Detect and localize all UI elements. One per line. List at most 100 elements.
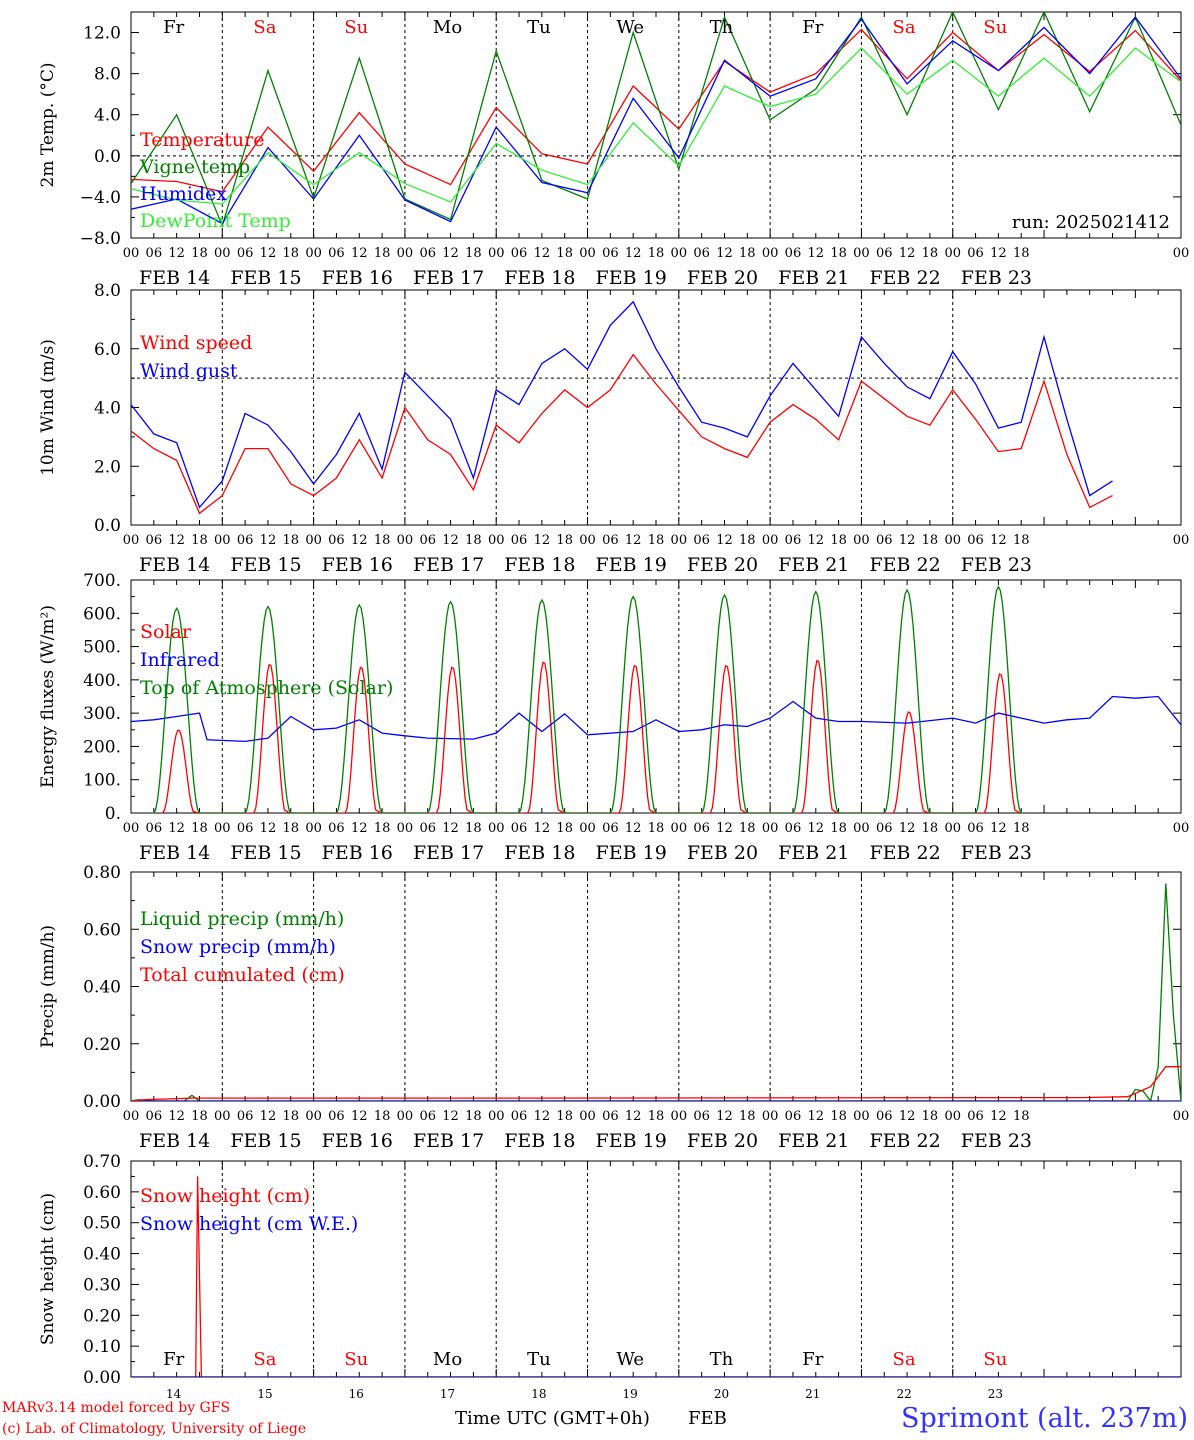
y-tick-label: −4.0 xyxy=(80,188,121,208)
y-tick-label: 6.0 xyxy=(94,340,121,360)
legend-entry: Top of Atmosphere (Solar) xyxy=(140,677,393,699)
hour-tick-label: 18 xyxy=(374,1109,391,1124)
lab-credit: (c) Lab. of Climatology, University of L… xyxy=(2,1421,306,1437)
hour-tick-label: 12 xyxy=(168,821,185,836)
date-label: FEB 21 xyxy=(778,267,849,289)
hour-tick-label: 00 xyxy=(123,246,140,261)
hour-tick-label: 06 xyxy=(785,821,802,836)
date-label: FEB 14 xyxy=(139,842,210,864)
hour-tick-label: 00 xyxy=(944,533,961,548)
hour-tick-label: 00 xyxy=(123,1109,140,1124)
y-tick-label: −8.0 xyxy=(80,229,121,249)
location-label: Sprimont (alt. 237m) xyxy=(901,1403,1188,1434)
hour-tick-label: 18 xyxy=(830,246,847,261)
hour-tick-label: 06 xyxy=(328,246,345,261)
y-tick-label: 200. xyxy=(83,737,121,757)
hour-tick-label: 00 xyxy=(671,533,688,548)
energy-chart: 0. 100. 200. 300. 400. 500. 600. 700. Energy flu… xyxy=(38,571,1189,864)
hour-tick-label: 12 xyxy=(716,821,733,836)
hour-tick-label: 00 xyxy=(214,1109,231,1124)
hour-tick-label: 18 xyxy=(374,821,391,836)
hour-tick-label: 06 xyxy=(876,821,893,836)
y-tick-label: 0.60 xyxy=(83,920,121,940)
day-number: 17 xyxy=(440,1387,455,1401)
hour-tick-label: 00 xyxy=(397,1109,414,1124)
hour-tick-label: 12 xyxy=(808,1109,825,1124)
model-credit: MARv3.14 model forced by GFS xyxy=(2,1400,230,1416)
date-label: FEB 15 xyxy=(230,554,301,576)
day-number: 21 xyxy=(805,1387,820,1401)
legend-entry: Solar xyxy=(140,621,192,643)
hour-tick-label: 06 xyxy=(146,1109,163,1124)
y-tick-label: 0.00 xyxy=(83,1368,121,1388)
y-tick-label: 4.0 xyxy=(94,106,121,126)
hour-tick-label: 18 xyxy=(283,533,300,548)
hour-tick-label: 00 xyxy=(1173,533,1190,548)
date-label: FEB 21 xyxy=(778,842,849,864)
weekday-label: Tu xyxy=(527,17,551,38)
hour-tick-label: 18 xyxy=(648,1109,665,1124)
hour-tick-label: 00 xyxy=(1173,246,1190,261)
y-tick-label: 0.80 xyxy=(83,863,121,883)
series-line xyxy=(131,1176,1181,1377)
hour-tick-label: 18 xyxy=(465,821,482,836)
hour-tick-label: 00 xyxy=(671,246,688,261)
y-tick-label: 600. xyxy=(83,604,121,624)
hour-tick-label: 00 xyxy=(305,821,322,836)
y-tick-label: 500. xyxy=(83,638,121,658)
run-label: run: 2025021412 xyxy=(1012,212,1170,233)
hour-tick-label: 12 xyxy=(351,246,368,261)
day-number: 22 xyxy=(896,1387,911,1401)
hour-tick-label: 18 xyxy=(739,533,756,548)
hour-tick-label: 06 xyxy=(967,246,984,261)
hour-tick-label: 18 xyxy=(556,1109,573,1124)
hour-tick-label: 06 xyxy=(602,246,619,261)
hour-tick-label: 06 xyxy=(146,533,163,548)
weekday-label: Su xyxy=(983,1349,1007,1370)
y-tick-label: 700. xyxy=(83,571,121,591)
hour-tick-label: 12 xyxy=(899,821,916,836)
hour-tick-label: 12 xyxy=(990,246,1007,261)
hour-tick-label: 18 xyxy=(648,246,665,261)
y-tick-label: 0. xyxy=(105,804,121,824)
hour-tick-label: 12 xyxy=(990,1109,1007,1124)
hour-tick-label: 18 xyxy=(191,533,208,548)
hour-tick-label: 18 xyxy=(739,1109,756,1124)
day-number: 14 xyxy=(166,1387,182,1401)
hour-tick-label: 12 xyxy=(168,246,185,261)
hour-tick-label: 12 xyxy=(534,533,551,548)
hour-tick-label: 06 xyxy=(693,533,710,548)
hour-tick-label: 06 xyxy=(785,1109,802,1124)
hour-tick-label: 00 xyxy=(305,1109,322,1124)
day-number: 23 xyxy=(988,1387,1003,1401)
hour-tick-label: 18 xyxy=(922,246,939,261)
hour-tick-label: 12 xyxy=(351,821,368,836)
y-tick-label: 8.0 xyxy=(94,281,121,301)
hour-tick-label: 12 xyxy=(534,1109,551,1124)
weekday-label: Sa xyxy=(893,17,916,38)
hour-tick-label: 18 xyxy=(374,533,391,548)
date-label: FEB 16 xyxy=(322,554,393,576)
legend-entry: Temperature xyxy=(140,129,264,151)
hour-tick-label: 18 xyxy=(830,1109,847,1124)
snow-chart: 0.00 0.10 0.20 0.30 0.40 0.50 0.60 0.70 Snow hei… xyxy=(38,1152,1182,1401)
series-line xyxy=(158,659,1021,813)
hour-tick-label: 12 xyxy=(534,821,551,836)
hour-tick-label: 18 xyxy=(922,1109,939,1124)
hour-tick-label: 06 xyxy=(785,533,802,548)
y-tick-label: 8.0 xyxy=(94,65,121,85)
hour-tick-label: 06 xyxy=(693,821,710,836)
weekday-label: Fr xyxy=(802,1349,823,1370)
hour-tick-label: 06 xyxy=(785,246,802,261)
hour-tick-label: 00 xyxy=(488,1109,505,1124)
hour-tick-label: 06 xyxy=(511,533,528,548)
hour-tick-label: 12 xyxy=(899,533,916,548)
y-tick-label: 0.0 xyxy=(94,147,121,167)
legend-entry: Humidex xyxy=(140,183,227,205)
hour-tick-label: 00 xyxy=(944,1109,961,1124)
hour-tick-label: 00 xyxy=(579,533,596,548)
series-line xyxy=(131,353,1113,515)
legend-entry: Snow height (cm) xyxy=(140,1185,310,1207)
plot-frame xyxy=(130,11,1182,239)
date-label: FEB 16 xyxy=(322,267,393,289)
